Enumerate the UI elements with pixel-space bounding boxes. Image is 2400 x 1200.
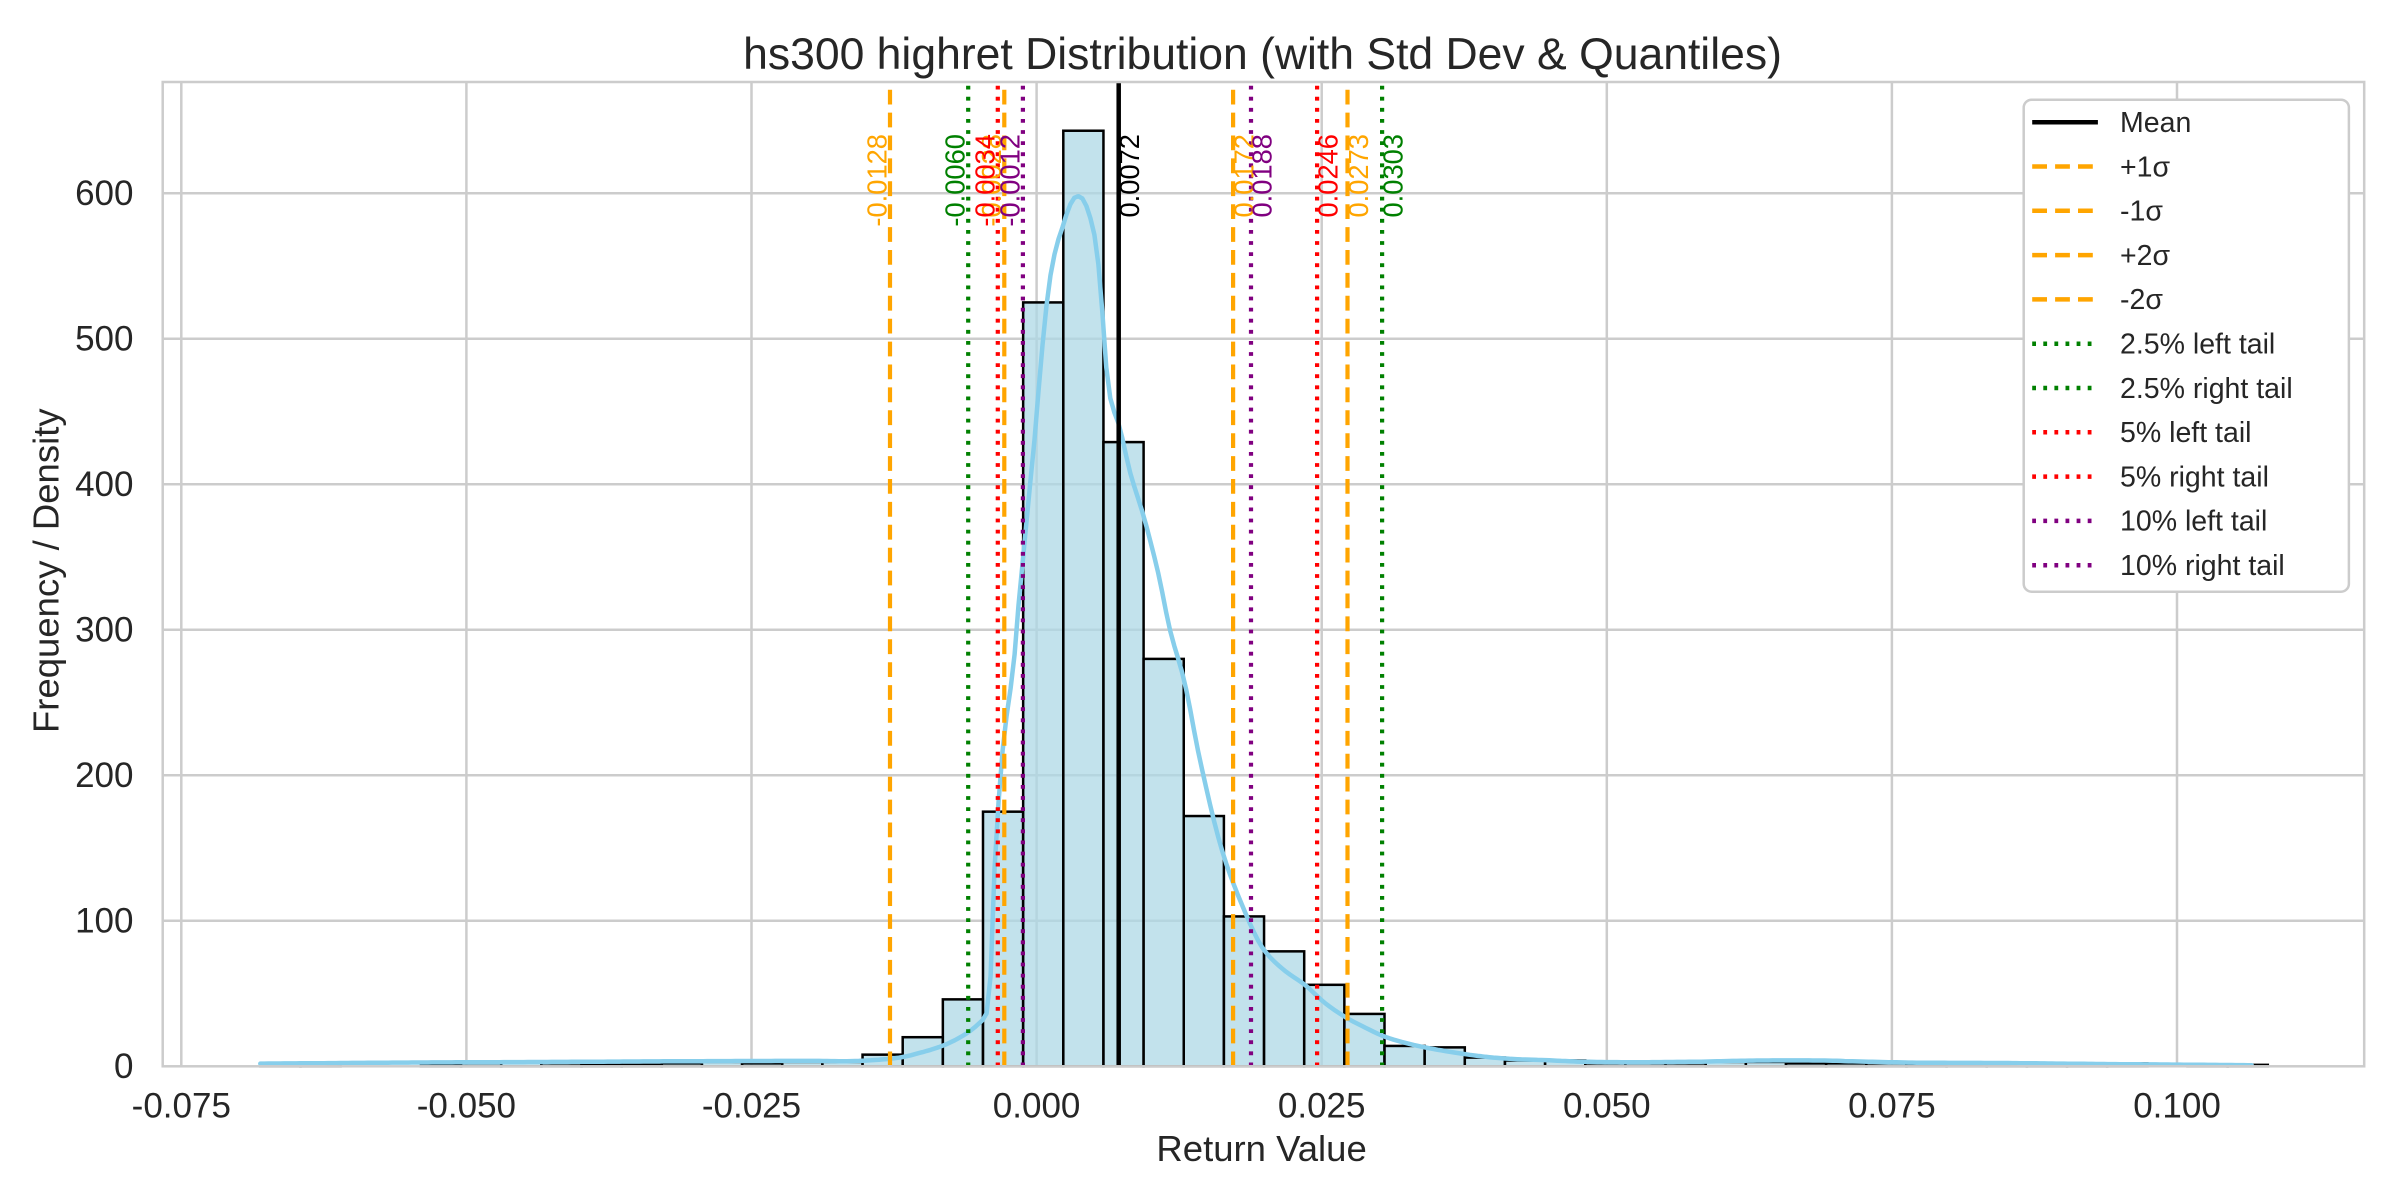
svg-text:-0.075: -0.075 bbox=[132, 1086, 231, 1125]
svg-text:0: 0 bbox=[114, 1047, 133, 1086]
svg-text:0.025: 0.025 bbox=[1278, 1086, 1366, 1125]
svg-text:2.5% left tail: 2.5% left tail bbox=[2120, 329, 2275, 361]
svg-text:0.050: 0.050 bbox=[1563, 1086, 1651, 1125]
svg-text:hs300 highret Distribution (wi: hs300 highret Distribution (with Std Dev… bbox=[743, 30, 1782, 79]
svg-text:Frequency / Density: Frequency / Density bbox=[26, 408, 67, 733]
svg-text:-1σ: -1σ bbox=[2120, 196, 2163, 228]
svg-text:-2σ: -2σ bbox=[2120, 284, 2163, 316]
svg-text:Mean: Mean bbox=[2120, 107, 2191, 139]
svg-text:0.000: 0.000 bbox=[993, 1086, 1081, 1125]
svg-text:+2σ: +2σ bbox=[2120, 240, 2170, 272]
svg-text:100: 100 bbox=[75, 902, 133, 941]
svg-text:-0.050: -0.050 bbox=[417, 1086, 516, 1125]
svg-text:0.0303: 0.0303 bbox=[1378, 134, 1409, 218]
svg-text:5% left tail: 5% left tail bbox=[2120, 417, 2251, 449]
svg-text:600: 600 bbox=[75, 174, 133, 213]
svg-text:Return Value: Return Value bbox=[1156, 1128, 1366, 1169]
svg-text:-0.0034: -0.0034 bbox=[969, 134, 1000, 227]
svg-text:200: 200 bbox=[75, 756, 133, 795]
svg-text:0.0273: 0.0273 bbox=[1343, 134, 1374, 218]
svg-text:500: 500 bbox=[75, 320, 133, 359]
svg-text:5% right tail: 5% right tail bbox=[2120, 461, 2269, 493]
svg-text:0.100: 0.100 bbox=[2133, 1086, 2221, 1125]
svg-text:0.0172: 0.0172 bbox=[1229, 134, 1260, 218]
svg-text:0.0188: 0.0188 bbox=[1246, 134, 1277, 218]
svg-text:2.5% right tail: 2.5% right tail bbox=[2120, 373, 2293, 405]
svg-text:-0.0060: -0.0060 bbox=[940, 134, 971, 227]
svg-text:300: 300 bbox=[75, 611, 133, 650]
svg-text:-0.025: -0.025 bbox=[702, 1086, 801, 1125]
svg-text:10% left tail: 10% left tail bbox=[2120, 506, 2267, 538]
svg-text:+1σ: +1σ bbox=[2120, 151, 2170, 183]
svg-text:10% right tail: 10% right tail bbox=[2120, 550, 2285, 582]
svg-text:-0.0012: -0.0012 bbox=[994, 134, 1025, 227]
svg-text:-0.0128: -0.0128 bbox=[862, 134, 893, 227]
svg-text:-0.0028: -0.0028 bbox=[976, 134, 1007, 227]
svg-text:400: 400 bbox=[75, 465, 133, 504]
svg-text:0.0246: 0.0246 bbox=[1313, 134, 1344, 218]
svg-text:0.075: 0.075 bbox=[1848, 1086, 1936, 1125]
svg-text:0.0072: 0.0072 bbox=[1114, 134, 1145, 218]
